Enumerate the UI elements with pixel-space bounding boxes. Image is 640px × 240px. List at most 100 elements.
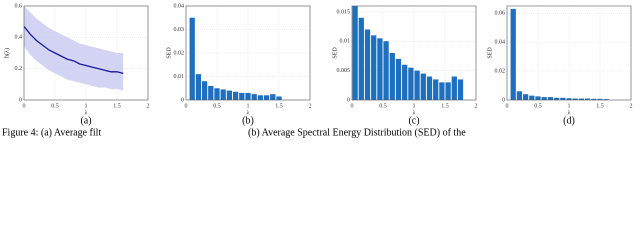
- bar: [439, 82, 445, 100]
- bar: [358, 17, 364, 100]
- x-axis-label: λ: [85, 110, 88, 116]
- bar: [535, 96, 541, 100]
- x-tick-label: 1: [247, 103, 250, 109]
- y-tick-label: 0: [181, 97, 184, 103]
- bar: [547, 97, 554, 100]
- bar: [245, 92, 251, 100]
- y-tick-label: 0.02: [495, 68, 506, 74]
- bar: [377, 38, 383, 100]
- x-tick-label: 1.5: [596, 103, 604, 109]
- y-tick-label: 0.01: [174, 74, 185, 80]
- x-tick-label: 0: [185, 103, 188, 109]
- band: [24, 6, 124, 91]
- bar: [226, 90, 233, 100]
- bar: [408, 67, 414, 100]
- axes-frame: [506, 5, 632, 101]
- y-tick-label: 0.015: [337, 9, 351, 15]
- y-tick-label: 0: [19, 97, 22, 103]
- caption-lead: Figure 4: (a) Average filt: [2, 127, 101, 138]
- bar: [395, 58, 402, 100]
- y-tick-label: 0.04: [495, 40, 506, 46]
- bar: [445, 82, 451, 100]
- y-tick-label: 0: [502, 97, 505, 103]
- x-tick-label: 0.5: [534, 103, 542, 109]
- x-tick-label: 0.5: [379, 103, 387, 109]
- bar: [510, 8, 516, 101]
- x-axis-label: λ: [568, 110, 571, 116]
- bar: [195, 74, 202, 100]
- x-tick-label: 0: [23, 103, 26, 109]
- bar: [383, 41, 389, 100]
- line: [23, 25, 124, 74]
- bar: [232, 91, 239, 100]
- bar: [566, 98, 572, 100]
- bar: [201, 81, 208, 100]
- bar: [420, 73, 426, 100]
- bar: [572, 98, 578, 100]
- panel-label: (a): [80, 115, 91, 126]
- axes-frame: [23, 5, 149, 101]
- y-tick-label: 0.2: [15, 66, 23, 72]
- x-tick-label: 1.5: [113, 103, 121, 109]
- bar: [364, 29, 371, 100]
- x-tick-label: 1.5: [275, 103, 283, 109]
- y-tick-label: 0.01: [340, 39, 351, 45]
- x-tick-label: 1.5: [441, 103, 449, 109]
- x-tick-label: 0: [506, 103, 509, 109]
- bar: [371, 35, 377, 100]
- y-axis-label: SED: [487, 47, 493, 59]
- bar: [457, 79, 464, 100]
- bar: [433, 79, 439, 100]
- bar: [584, 98, 591, 100]
- x-tick-label: 1: [85, 103, 88, 109]
- y-tick-label: 0.6: [15, 3, 23, 9]
- x-tick-label: 0.5: [51, 103, 59, 109]
- bar: [214, 88, 220, 100]
- x-tick-label: 1: [568, 103, 571, 109]
- bar: [276, 96, 282, 100]
- axes-frame: [351, 5, 477, 101]
- bar: [516, 91, 523, 100]
- bar: [189, 17, 195, 100]
- y-tick-label: 0.04: [174, 3, 185, 9]
- x-tick-label: 0.5: [213, 103, 221, 109]
- x-tick-label: 2: [630, 103, 633, 109]
- figure: Figure 4: (a) Average filt (b) Average S…: [2, 3, 633, 138]
- bar: [414, 70, 420, 100]
- bar: [451, 76, 457, 100]
- bar: [597, 98, 603, 100]
- y-tick-label: 0.02: [174, 50, 185, 56]
- x-tick-label: 2: [309, 103, 312, 109]
- bar: [529, 95, 535, 100]
- caption-middle: (b) Average Spectral Energy Distribution…: [248, 127, 466, 138]
- panel-label: (d): [563, 115, 575, 126]
- bar: [270, 94, 276, 100]
- bar: [352, 6, 358, 100]
- x-tick-label: 2: [147, 103, 150, 109]
- axes-frame: [185, 5, 311, 101]
- bar: [239, 92, 245, 100]
- bar: [522, 94, 529, 100]
- y-axis-label: h(λ): [3, 48, 10, 58]
- bar: [208, 85, 214, 100]
- bar: [402, 64, 408, 100]
- bar: [257, 95, 264, 100]
- x-axis-label: λ: [413, 110, 416, 116]
- y-tick-label: 0.06: [495, 11, 506, 17]
- bar: [263, 95, 270, 100]
- bar: [591, 98, 597, 100]
- y-tick-label: 0.03: [174, 27, 185, 33]
- y-tick-label: 0: [347, 97, 350, 103]
- y-tick-label: 0.4: [15, 35, 23, 41]
- y-axis-label: SED: [332, 47, 338, 59]
- x-axis-label: λ: [247, 110, 250, 116]
- y-axis-label: SED: [166, 47, 172, 59]
- bar: [541, 97, 547, 100]
- x-tick-label: 2: [475, 103, 478, 109]
- x-tick-label: 0: [351, 103, 354, 109]
- bar: [251, 94, 257, 100]
- bar: [389, 53, 395, 100]
- panel-label: (c): [408, 115, 419, 126]
- bar: [560, 97, 566, 100]
- bar: [578, 98, 585, 100]
